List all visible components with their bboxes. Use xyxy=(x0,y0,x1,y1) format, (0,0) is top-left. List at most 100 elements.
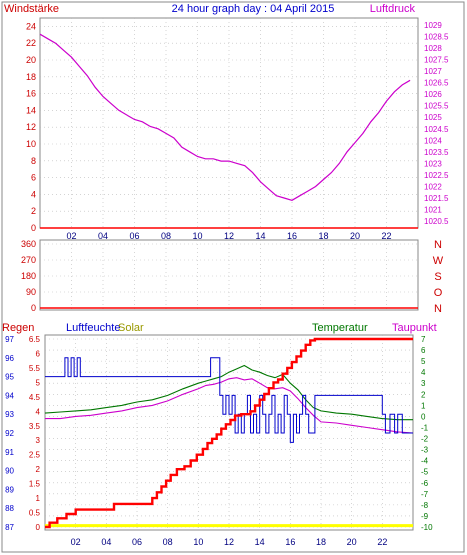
pressure-tick-label: 1022.5 xyxy=(424,171,449,180)
x-tick-label: 22 xyxy=(377,537,387,547)
temperature-tick-label: -7 xyxy=(421,490,429,499)
x-tick-label: 16 xyxy=(287,231,297,241)
compass-label: N xyxy=(434,239,442,251)
pressure-tick-label: 1024 xyxy=(424,136,442,145)
rain-tick-label: 0.5 xyxy=(29,509,41,518)
humidity-tick-label: 93 xyxy=(5,410,14,419)
dewpoint-label: Taupunkt xyxy=(392,322,437,334)
temperature-tick-label: -1 xyxy=(421,423,429,432)
x-tick-label: 12 xyxy=(224,537,234,547)
pressure-axis-label: Luftdruck xyxy=(370,3,416,15)
page-title: 24 hour graph day : 04 April 2015 xyxy=(172,3,335,15)
compass-label: S xyxy=(434,271,441,283)
rain-series-line xyxy=(45,337,413,529)
wind-tick-label: 4 xyxy=(31,189,36,199)
x-tick-label: 22 xyxy=(381,231,391,241)
humidity-tick-label: 89 xyxy=(5,485,14,494)
humidity-tick-label: 97 xyxy=(5,335,14,344)
temperature-tick-label: -8 xyxy=(421,501,429,510)
wind-tick-label: 18 xyxy=(26,72,36,82)
rain-tick-label: 3 xyxy=(36,436,41,445)
humidity-series-line xyxy=(45,357,413,443)
wind-direction-tick-label: 180 xyxy=(21,271,36,281)
rain-tick-label: 2.5 xyxy=(29,451,41,460)
wind-tick-label: 6 xyxy=(31,173,36,183)
x-tick-label: 18 xyxy=(316,537,326,547)
pressure-tick-label: 1021 xyxy=(424,206,442,215)
panel-rain-humidity-temperature xyxy=(44,334,414,531)
temperature-series-line xyxy=(44,364,413,421)
x-tick-label: 08 xyxy=(163,537,173,547)
temperature-tick-label: 3 xyxy=(421,379,426,388)
temperature-tick-label: -4 xyxy=(421,457,429,466)
rain-tick-label: 4 xyxy=(36,407,41,416)
wind-axis-label: Windstärke xyxy=(4,3,59,15)
panel-wind-direction xyxy=(39,239,419,311)
wind-tick-label: 12 xyxy=(26,122,36,132)
humidity-tick-label: 90 xyxy=(5,467,14,476)
humidity-tick-label: 88 xyxy=(5,504,14,513)
pressure-tick-label: 1026 xyxy=(424,90,442,99)
x-tick-label: 20 xyxy=(347,537,357,547)
x-tick-label: 10 xyxy=(192,231,202,241)
pressure-tick-label: 1029 xyxy=(424,21,442,30)
dewpoint-series-line xyxy=(45,377,414,434)
wind-tick-label: 8 xyxy=(31,156,36,166)
rain-tick-label: 0 xyxy=(36,523,41,532)
x-tick-label: 12 xyxy=(224,231,234,241)
pressure-tick-label: 1023.5 xyxy=(424,148,449,157)
wind-tick-label: 10 xyxy=(26,139,36,149)
rain-tick-label: 6.5 xyxy=(29,335,41,344)
pressure-tick-label: 1027.5 xyxy=(424,56,449,65)
wind-tick-label: 16 xyxy=(26,89,36,99)
x-tick-label: 04 xyxy=(101,537,111,547)
pressure-tick-label: 1020.5 xyxy=(424,217,449,226)
humidity-tick-label: 96 xyxy=(5,354,14,363)
humidity-tick-label: 87 xyxy=(5,523,14,532)
humidity-label: Luftfeuchte xyxy=(66,322,120,334)
x-tick-label: 16 xyxy=(285,537,295,547)
wind-tick-label: 22 xyxy=(26,38,36,48)
temperature-tick-label: -10 xyxy=(421,523,433,532)
wind-tick-label: 20 xyxy=(26,55,36,65)
wind-tick-label: 14 xyxy=(26,105,36,115)
x-tick-label: 18 xyxy=(318,231,328,241)
pressure-tick-label: 1025.5 xyxy=(424,102,449,111)
temperature-tick-label: 1 xyxy=(421,401,426,410)
x-tick-label: 06 xyxy=(129,231,139,241)
temperature-tick-label: -6 xyxy=(421,479,429,488)
wind-tick-label: 0 xyxy=(31,223,36,233)
temperature-tick-label: 2 xyxy=(421,390,426,399)
pressure-tick-label: 1026.5 xyxy=(424,79,449,88)
wind-direction-tick-label: 90 xyxy=(26,287,36,297)
humidity-tick-label: 92 xyxy=(5,429,14,438)
temperature-tick-label: -2 xyxy=(421,435,429,444)
temperature-tick-label: -5 xyxy=(421,468,429,477)
rain-tick-label: 1 xyxy=(36,494,41,503)
wind-direction-tick-label: 360 xyxy=(21,239,36,249)
x-tick-label: 10 xyxy=(193,537,203,547)
temperature-tick-label: 4 xyxy=(421,368,426,377)
pressure-tick-label: 1025 xyxy=(424,113,442,122)
compass-label: O xyxy=(434,287,443,299)
x-tick-label: 20 xyxy=(350,231,360,241)
pressure-tick-label: 1024.5 xyxy=(424,125,449,134)
rain-tick-label: 4.5 xyxy=(29,393,41,402)
wind-tick-label: 24 xyxy=(26,21,36,31)
temperature-tick-label: -3 xyxy=(421,446,429,455)
x-tick-label: 02 xyxy=(66,231,76,241)
rain-label: Regen xyxy=(2,322,34,334)
temperature-tick-label: -9 xyxy=(421,512,429,521)
humidity-tick-label: 95 xyxy=(5,373,14,382)
rain-tick-label: 2 xyxy=(36,465,41,474)
pressure-series-line xyxy=(39,33,411,201)
x-tick-label: 06 xyxy=(132,537,142,547)
pressure-tick-label: 1023 xyxy=(424,159,442,168)
wind-tick-label: 2 xyxy=(31,206,36,216)
pressure-tick-label: 1022 xyxy=(424,182,442,191)
compass-label: N xyxy=(434,303,442,315)
rain-tick-label: 5.5 xyxy=(29,364,41,373)
solar-label: Solar xyxy=(118,322,144,334)
